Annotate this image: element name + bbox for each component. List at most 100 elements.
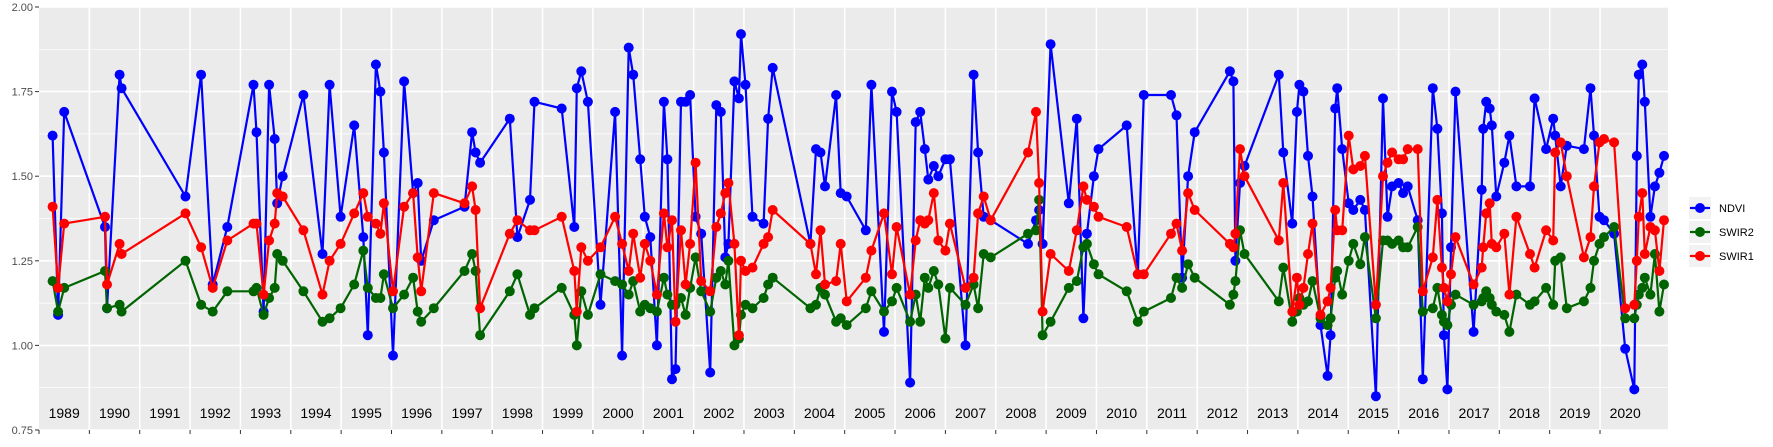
data-point-swir1 — [512, 215, 523, 226]
data-point-swir1 — [1177, 245, 1188, 256]
data-point-swir1 — [358, 188, 369, 199]
data-point-ndvi — [1548, 113, 1559, 124]
data-point-swir2 — [412, 306, 423, 317]
data-point-ndvi — [378, 147, 389, 158]
data-point-ndvi — [569, 222, 580, 232]
data-point-swir1 — [928, 188, 939, 199]
data-point-ndvi — [1417, 374, 1428, 385]
data-point-swir1 — [610, 211, 621, 222]
data-point-swir2 — [905, 316, 916, 327]
data-point-swir1 — [841, 296, 852, 307]
data-point-ndvi — [1291, 106, 1302, 117]
data-point-ndvi — [1359, 205, 1370, 215]
data-point-swir2 — [1468, 299, 1479, 310]
data-point-swir2 — [1337, 289, 1348, 300]
data-point-swir1 — [1093, 211, 1104, 222]
data-point-ndvi — [905, 377, 916, 388]
data-point-ndvi — [1525, 181, 1535, 192]
data-point-ndvi — [1063, 198, 1074, 209]
data-point-swir1 — [1525, 249, 1535, 259]
data-point-swir1 — [1633, 211, 1644, 222]
data-point-swir2 — [933, 279, 944, 290]
data-point-ndvi — [571, 83, 582, 94]
data-point-swir1 — [1550, 147, 1561, 158]
data-point-ndvi — [623, 42, 634, 53]
data-point-swir2 — [1239, 249, 1250, 259]
data-point-ndvi — [1511, 181, 1522, 192]
gridlines — [39, 6, 1668, 431]
data-point-swir1 — [1450, 232, 1461, 243]
data-point-ndvi — [740, 79, 751, 90]
data-point-swir2 — [399, 289, 410, 300]
data-point-ndvi — [1491, 191, 1502, 202]
data-point-ndvi — [733, 93, 744, 104]
series-swir1 — [47, 106, 1669, 341]
data-point-swir2 — [1402, 242, 1413, 253]
data-point-swir1 — [1529, 262, 1540, 273]
data-point-swir1 — [933, 235, 944, 246]
data-point-swir1 — [576, 242, 587, 253]
data-point-swir1 — [1427, 252, 1438, 263]
data-point-swir1 — [1639, 249, 1650, 259]
data-point-ndvi — [116, 83, 127, 94]
year-label: 2006 — [905, 405, 936, 421]
data-point-ndvi — [968, 69, 979, 80]
data-point-swir2 — [388, 303, 398, 314]
data-point-swir2 — [1499, 309, 1510, 320]
data-point-swir2 — [1561, 303, 1572, 314]
data-point-swir2 — [723, 255, 734, 266]
data-point-swir1 — [723, 178, 734, 188]
year-label: 2015 — [1358, 405, 1389, 421]
data-point-swir1 — [1063, 266, 1074, 276]
data-point-swir1 — [378, 198, 389, 209]
data-point-ndvi — [1654, 167, 1665, 178]
year-label: 2009 — [1056, 405, 1087, 421]
data-point-ndvi — [317, 249, 328, 259]
data-point-swir2 — [571, 340, 582, 351]
data-point-swir1 — [1468, 279, 1479, 290]
data-point-ndvi — [1355, 194, 1366, 205]
data-point-swir2 — [116, 306, 127, 317]
data-point-swir2 — [180, 255, 191, 266]
y-tick-label: 0.75 — [12, 425, 33, 437]
data-point-ndvi — [919, 144, 930, 155]
data-point-swir1 — [1599, 134, 1609, 144]
data-point-ndvi — [1541, 144, 1552, 155]
data-point-ndvi — [1287, 218, 1298, 229]
data-point-swir1 — [887, 269, 897, 280]
data-point-swir2 — [1325, 313, 1336, 324]
data-point-swir2 — [207, 306, 218, 317]
data-point-swir1 — [767, 205, 778, 215]
data-point-swir1 — [1045, 249, 1056, 259]
data-point-ndvi — [269, 134, 280, 144]
data-point-swir2 — [595, 269, 606, 280]
data-point-ndvi — [960, 340, 971, 351]
data-point-swir1 — [1481, 208, 1492, 219]
data-point-swir2 — [690, 252, 701, 263]
data-point-swir2 — [1121, 286, 1132, 297]
data-point-swir2 — [1224, 299, 1235, 310]
data-point-swir1 — [628, 228, 639, 239]
data-point-swir2 — [1541, 282, 1552, 293]
data-point-swir1 — [910, 235, 921, 246]
data-point-swir1 — [595, 242, 606, 253]
data-point-swir2 — [467, 249, 478, 259]
data-point-ndvi — [1645, 211, 1656, 222]
data-point-ndvi — [628, 69, 639, 80]
data-point-swir1 — [1315, 309, 1326, 320]
data-point-swir1 — [658, 208, 669, 219]
year-label: 1997 — [451, 405, 482, 421]
data-point-swir1 — [1071, 225, 1082, 236]
data-point-swir2 — [1637, 282, 1648, 293]
data-point-swir1 — [1629, 299, 1640, 310]
data-point-ndvi — [1478, 123, 1489, 134]
data-point-swir1 — [556, 211, 567, 222]
data-point-ndvi — [399, 76, 410, 87]
data-point-ndvi — [504, 113, 515, 124]
data-point-ndvi — [264, 79, 275, 90]
year-label: 2013 — [1257, 405, 1288, 421]
data-point-swir1 — [1491, 242, 1502, 253]
data-point-ndvi — [763, 113, 774, 124]
data-point-swir1 — [1578, 252, 1589, 263]
data-point-swir2 — [676, 293, 686, 303]
